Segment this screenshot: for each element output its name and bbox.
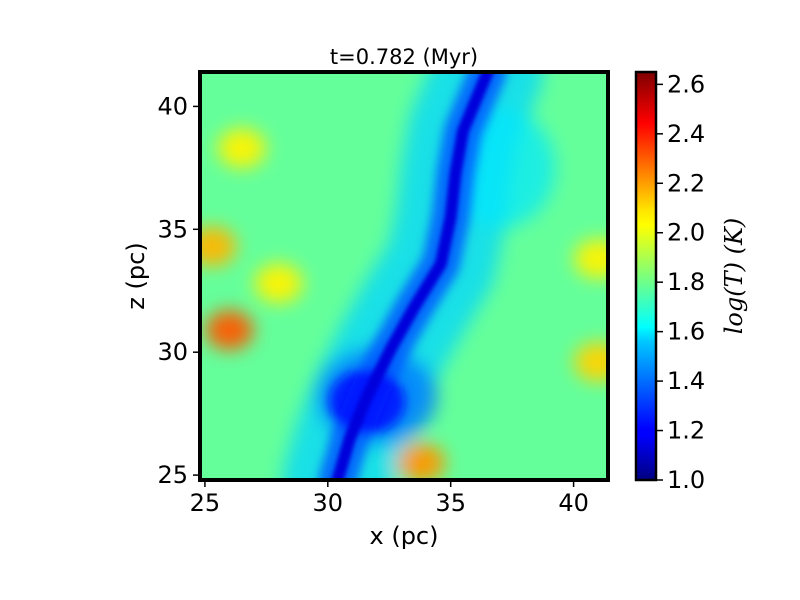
y-tick-label: 35 [157,215,188,243]
colorbar [634,70,658,482]
colorbar-tick-label: 1.2 [667,417,705,445]
y-axis: 25 30 35 40 [157,92,200,489]
colorbar-axis: 1.0 1.2 1.4 1.6 1.8 2.0 2.2 2.4 2.6 [656,70,705,494]
colorbar-tick-label: 1.8 [667,268,705,296]
hot-spot [574,342,608,383]
plot-frame [198,70,610,482]
hot-spot [205,310,254,351]
filament-core [331,72,494,480]
x-tick-label: 35 [435,489,466,517]
colorbar-tick-label: 2.0 [667,219,705,247]
y-tick-label: 30 [157,338,188,366]
temperature-heatmap [200,72,608,480]
hot-spot [254,263,303,304]
colorbar-tick-label: 1.4 [667,367,705,395]
x-tick-label: 40 [558,489,589,517]
x-tick-label: 30 [313,489,344,517]
x-axis: 25 30 35 40 [190,480,589,517]
colorbar-tick-label: 1.6 [667,318,705,346]
colorbar-tick-label: 2.2 [667,169,705,197]
hot-spot [217,128,266,169]
colorbar-tick-label: 2.4 [667,120,705,148]
hot-spot [200,226,237,267]
colorbar-tick-label: 1.0 [667,466,705,494]
hot-spot [397,442,446,480]
colorbar-label: log(T) (K) [720,218,748,335]
hot-spot [574,238,608,279]
x-axis-label: x (pc) [370,522,439,550]
colorbar-tick-label: 2.6 [667,70,705,98]
y-axis-label: z (pc) [122,242,150,309]
y-tick-label: 40 [157,92,188,120]
y-tick-label: 25 [157,461,188,489]
chart-title: t=0.782 (Myr) [330,45,478,69]
x-tick-label: 25 [190,489,221,517]
heatmap-filament-core [331,72,494,480]
